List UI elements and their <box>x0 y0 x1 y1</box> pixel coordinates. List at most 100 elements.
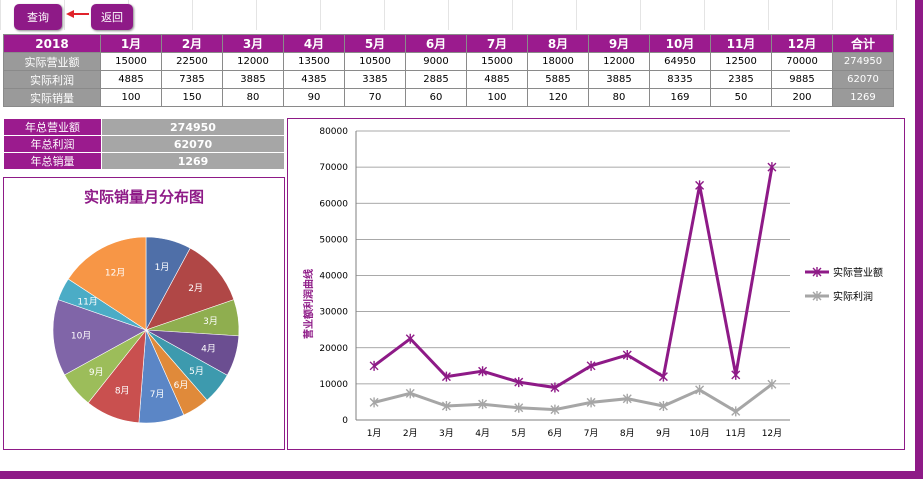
table-cell[interactable]: 64950 <box>649 52 711 71</box>
table-cell[interactable]: 200 <box>771 88 833 107</box>
table-cell[interactable]: 120 <box>527 88 589 107</box>
data-point[interactable] <box>586 397 596 408</box>
data-point[interactable] <box>622 393 632 404</box>
table-cell[interactable]: 2885 <box>405 70 467 89</box>
table-cell[interactable]: 9885 <box>771 70 833 89</box>
table-cell[interactable]: 5885 <box>527 70 589 89</box>
row-label: 实际利润 <box>3 70 101 89</box>
frame-bottom-border <box>0 471 923 479</box>
y-tick-label: 40000 <box>319 272 348 282</box>
summary-table: 年总营业额 274950 年总利润 62070 年总销量 1269 <box>3 118 285 170</box>
legend-marker <box>812 291 822 301</box>
table-cell[interactable]: 80 <box>588 88 650 107</box>
y-tick-label: 70000 <box>319 163 348 173</box>
line-chart-panel[interactable]: 营业额利润曲线 0 10000 20000 30000 40000 50000 60000 7… <box>287 118 905 450</box>
month-header: 8月 <box>527 34 589 53</box>
data-point[interactable] <box>550 382 560 393</box>
x-tick-label: 1月 <box>367 428 382 439</box>
row-total: 274950 <box>832 52 894 71</box>
data-point[interactable] <box>514 377 524 388</box>
pie-slice-label: 5月 <box>189 366 204 377</box>
back-button[interactable]: 返回 <box>91 4 133 30</box>
table-cell[interactable]: 22500 <box>161 52 223 71</box>
data-point[interactable] <box>731 406 741 417</box>
x-tick-label: 6月 <box>548 428 563 439</box>
table-cell[interactable]: 3885 <box>588 70 650 89</box>
x-tick-label: 4月 <box>475 428 490 439</box>
data-point[interactable] <box>731 369 741 380</box>
x-tick-label: 9月 <box>656 428 671 439</box>
data-point[interactable] <box>658 371 668 382</box>
data-point[interactable] <box>369 360 379 371</box>
data-point[interactable] <box>586 360 596 371</box>
data-point[interactable] <box>441 371 451 382</box>
summary-value: 1269 <box>101 152 285 170</box>
table-cell[interactable]: 70000 <box>771 52 833 71</box>
data-point[interactable] <box>478 399 488 410</box>
data-point[interactable] <box>622 349 632 360</box>
table-cell[interactable]: 70 <box>344 88 406 107</box>
table-cell[interactable]: 100 <box>100 88 162 107</box>
month-header: 3月 <box>222 34 284 53</box>
table-cell[interactable]: 12500 <box>710 52 772 71</box>
table-row: 实际利润 4885 7385 3885 4385 3385 2885 4885 5885 3885… <box>3 70 894 89</box>
data-point[interactable] <box>369 397 379 408</box>
x-tick-label: 3月 <box>439 428 454 439</box>
data-point[interactable] <box>695 384 705 395</box>
table-cell[interactable]: 8335 <box>649 70 711 89</box>
series-line[interactable] <box>373 383 773 414</box>
pie-slice[interactable] <box>67 236 147 331</box>
month-header: 12月 <box>771 34 833 53</box>
pie-slice-label: 11月 <box>77 296 97 307</box>
table-cell[interactable]: 15000 <box>100 52 162 71</box>
data-point[interactable] <box>767 379 777 390</box>
data-point[interactable] <box>478 366 488 377</box>
table-cell[interactable]: 4385 <box>283 70 345 89</box>
x-tick-label: 7月 <box>584 428 599 439</box>
table-cell[interactable]: 4885 <box>100 70 162 89</box>
pie-chart-title: 实际销量月分布图 <box>84 188 204 206</box>
table-cell[interactable]: 100 <box>466 88 528 107</box>
summary-row: 年总利润 62070 <box>3 135 285 153</box>
data-point[interactable] <box>405 333 415 344</box>
x-tick-label: 5月 <box>511 428 526 439</box>
table-cell[interactable]: 169 <box>649 88 711 107</box>
table-cell[interactable]: 18000 <box>527 52 589 71</box>
table-cell[interactable]: 10500 <box>344 52 406 71</box>
data-point[interactable] <box>767 162 777 173</box>
x-tick-label: 12月 <box>762 428 782 439</box>
table-cell[interactable]: 12000 <box>222 52 284 71</box>
table-cell[interactable]: 2385 <box>710 70 772 89</box>
pie-slice-label: 10月 <box>71 331 91 342</box>
table-cell[interactable]: 3885 <box>222 70 284 89</box>
data-point[interactable] <box>695 180 705 191</box>
table-row: 实际销量 100 150 80 90 70 60 100 120 80 169 50 200 1269 <box>3 88 894 107</box>
pie-slice[interactable] <box>52 299 147 376</box>
data-point[interactable] <box>550 404 560 415</box>
table-cell[interactable]: 60 <box>405 88 467 107</box>
query-button[interactable]: 查询 <box>14 4 62 30</box>
table-cell[interactable]: 4885 <box>466 70 528 89</box>
table-cell[interactable]: 12000 <box>588 52 650 71</box>
data-point[interactable] <box>441 400 451 411</box>
pie-chart-panel[interactable]: 实际销量月分布图 1月 2月 3月 4月 5月 6月 7月 8月 9月 10月 11月 12月 <box>3 177 285 450</box>
data-point[interactable] <box>514 402 524 413</box>
table-cell[interactable]: 90 <box>283 88 345 107</box>
year-header: 2018 <box>3 34 101 53</box>
table-cell[interactable]: 7385 <box>161 70 223 89</box>
table-cell[interactable]: 50 <box>710 88 772 107</box>
table-cell[interactable]: 3385 <box>344 70 406 89</box>
data-point[interactable] <box>405 388 415 399</box>
month-header: 1月 <box>100 34 162 53</box>
pie-slice-label: 2月 <box>188 283 203 294</box>
table-cell[interactable]: 13500 <box>283 52 345 71</box>
data-point[interactable] <box>658 400 668 411</box>
table-cell[interactable]: 150 <box>161 88 223 107</box>
series-line[interactable] <box>373 166 774 390</box>
table-cell[interactable]: 80 <box>222 88 284 107</box>
month-header: 4月 <box>283 34 345 53</box>
pie-slice[interactable] <box>145 247 235 331</box>
table-cell[interactable]: 15000 <box>466 52 528 71</box>
table-cell[interactable]: 9000 <box>405 52 467 71</box>
month-header: 6月 <box>405 34 467 53</box>
